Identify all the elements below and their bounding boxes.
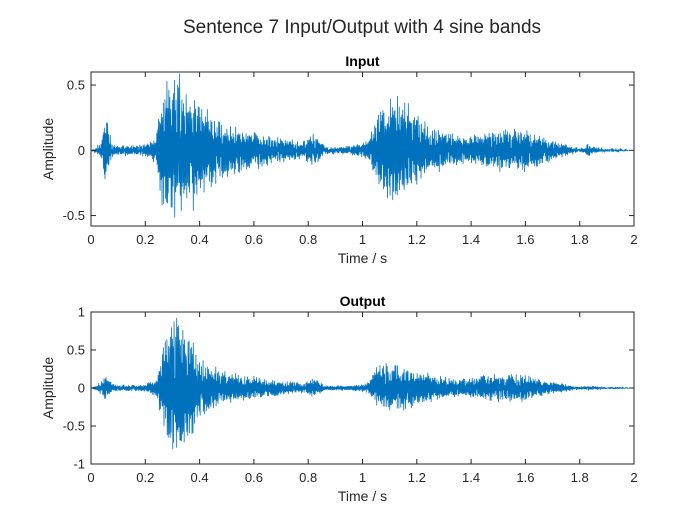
output-y-tick-label: 0	[78, 381, 85, 396]
input-y-tick-label: 0.5	[67, 78, 85, 93]
output-y-tick-label: -1	[73, 457, 85, 472]
input-x-axis-label: Time / s	[338, 250, 387, 266]
output-y-tick-label: 1	[78, 305, 85, 320]
axes-output: 0 0.2 0.4 0.6 0.8 1 1.2 1.4 1.6 1.8 2 -1 -0.5 0 0.5 1 Ou…	[40, 293, 638, 504]
output-x-tick-label: 0.2	[136, 470, 154, 485]
output-y-tick-label: 0.5	[67, 343, 85, 358]
input-x-tick-label: 1.2	[408, 232, 426, 247]
input-y-axis-label: Amplitude	[40, 118, 56, 180]
figure-title: Sentence 7 Input/Output with 4 sine band…	[183, 17, 541, 38]
output-x-tick-label: 0.6	[245, 470, 263, 485]
input-x-tick-label: 1.8	[571, 232, 589, 247]
input-x-tick-label: 0	[87, 232, 94, 247]
input-x-tick-label: 0.2	[136, 232, 154, 247]
output-x-tick-label: 0.8	[299, 470, 317, 485]
output-x-tick-label: 1.2	[408, 470, 426, 485]
output-y-axis-label: Amplitude	[40, 357, 56, 419]
input-x-tick-label: 0.8	[299, 232, 317, 247]
input-waveform-line	[90, 73, 629, 218]
input-x-tick-label: 1	[359, 232, 366, 247]
input-y-tick-label: -0.5	[63, 208, 85, 223]
output-y-tick-label: -0.5	[63, 419, 85, 434]
input-y-tick-label: 0	[78, 143, 85, 158]
output-x-tick-label: 1.4	[462, 470, 480, 485]
output-x-tick-label: 0	[87, 470, 94, 485]
output-x-tick-label: 2	[630, 470, 637, 485]
output-waveform-line	[90, 317, 629, 450]
output-x-tick-label: 0.4	[191, 470, 209, 485]
output-axes-title: Output	[340, 293, 386, 309]
output-x-tick-label: 1	[359, 470, 366, 485]
input-x-tick-label: 0.4	[191, 232, 209, 247]
output-x-tick-label: 1.6	[516, 470, 534, 485]
input-x-tick-label: 1.4	[462, 232, 480, 247]
input-axes-title: Input	[345, 53, 380, 69]
input-x-tick-label: 0.6	[245, 232, 263, 247]
input-x-tick-label: 1.6	[516, 232, 534, 247]
axes-input: 0 0.2 0.4 0.6 0.8 1 1.2 1.4 1.6 1.8 2-0.500.5Input…	[40, 53, 638, 266]
input-x-tick-label: 2	[630, 232, 637, 247]
output-x-tick-label: 1.8	[571, 470, 589, 485]
output-x-axis-label: Time / s	[338, 488, 387, 504]
